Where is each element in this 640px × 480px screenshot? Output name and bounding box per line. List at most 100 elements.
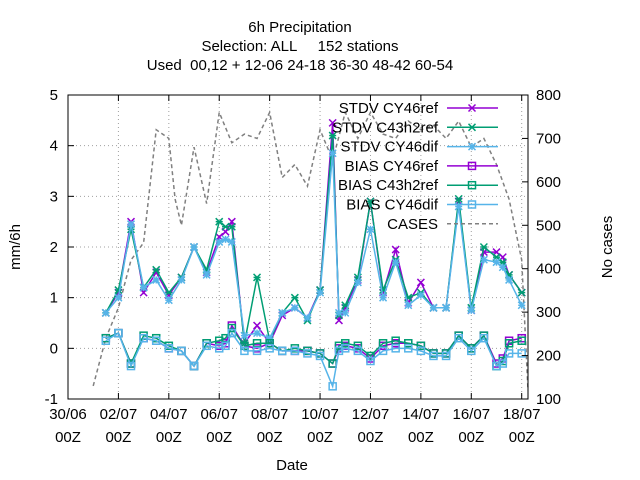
y2-tick-label: 700 [536,130,561,147]
x-tick-label: 00Z [156,429,182,446]
series-point [101,308,110,317]
series-point [227,237,236,246]
x-tick-label: 04/07 [150,406,188,423]
y-axis-ticks: -1 0 1 2 3 4 5 [45,87,74,408]
y-tick-label: -1 [45,391,58,408]
y2-tick-label: 200 [536,348,561,365]
series-point [227,222,236,231]
series-point [341,344,350,353]
series-point [328,382,337,391]
series-point [366,356,375,366]
y2-tick-label: 400 [536,261,561,278]
y-tick-label: 2 [50,239,58,256]
series-point [290,346,300,356]
series-point [215,237,224,246]
series-point [416,346,426,356]
series-point [492,258,501,267]
series-point [215,217,224,226]
legend-sample [447,200,498,209]
series-1 [101,131,526,348]
x-tick-label: 16/07 [453,406,491,423]
legend-sample [447,103,498,113]
series-point [517,349,526,358]
series-point [240,331,249,340]
series-point [498,263,507,272]
x-axis-ticks: 30/06 00Z 02/07 00Z 04/07 00Z 06/07 00Z 08/07 00Z… [49,95,540,446]
series-point [290,303,299,312]
x-axis-label: Date [276,457,308,474]
series-point [442,303,451,312]
x-tick-label: 06/07 [200,406,238,423]
series-point [429,351,438,361]
x-tick-label: 00Z [509,429,535,446]
series-point [517,288,526,297]
series-line [105,331,522,389]
x-tick-label: 00Z [105,429,131,446]
series-point [151,336,161,345]
series-point [189,242,199,252]
cases-series [92,109,529,391]
series-point [253,329,262,338]
x-tick-label: 30/06 [49,406,87,423]
x-tick-label: 12/07 [352,406,390,423]
legend-label: STDV CY46dif [340,139,438,156]
series-point [378,346,388,356]
x-tick-label: 14/07 [402,406,440,423]
y-axis-label: mm/6h [7,224,24,270]
legend-marker [467,123,477,132]
series-point [328,131,337,140]
series-point [265,334,274,343]
series-point [366,225,375,234]
y2-tick-label: 300 [536,304,561,321]
series-point [404,301,413,310]
series-point [202,270,211,279]
series-point [114,328,123,338]
series-point [341,339,350,348]
series-point [416,278,425,287]
series-point [252,346,262,356]
y2-tick-label: 800 [536,87,561,104]
x-tick-label: 00Z [358,429,384,446]
x-tick-label: 00Z [458,429,484,446]
series-point [479,333,489,343]
series-point [240,346,249,356]
chart-title: 6h Precipitation Selection: ALL 152 stat… [147,19,453,74]
series-point [404,344,413,353]
series-point [227,323,237,333]
y2-tick-label: 100 [536,391,561,408]
series-line [105,326,522,368]
series-point [479,242,488,252]
legend-marker [467,103,477,113]
series-point [441,351,451,361]
legend-label: STDV CY46ref [339,100,439,117]
series-point [416,341,426,351]
series-point [454,333,463,343]
series-point [221,341,230,351]
x-tick-label: 10/07 [301,406,339,423]
y2-axis-label: No cases [599,216,616,279]
x-tick-label: 00Z [307,429,333,446]
series-point [189,361,199,371]
legend-label: CASES [387,216,438,233]
series-point [467,306,476,315]
series-point [221,235,230,244]
legend-sample [447,123,498,132]
series-point [353,341,363,351]
series-point [152,265,161,274]
series-point [152,275,161,284]
legend-label: BIAS C43h2ref [338,177,439,194]
series-point [316,288,325,297]
legend-marker [467,180,477,190]
series-point [278,308,287,317]
series-point [303,349,312,358]
x-tick-label: 02/07 [100,406,138,423]
y-tick-label: 3 [50,188,58,205]
series-point [265,339,274,348]
legend: STDV CY46ref STDV C43h2ref STDV CY46dif BIA… [332,100,498,233]
x-tick-label: 00Z [408,429,434,446]
series-point [303,313,312,322]
series-point [467,346,476,356]
series-point [328,118,337,127]
y2-axis-ticks: 100 200 300 400 500 600 700 800 [522,87,561,408]
series-point [334,308,343,317]
